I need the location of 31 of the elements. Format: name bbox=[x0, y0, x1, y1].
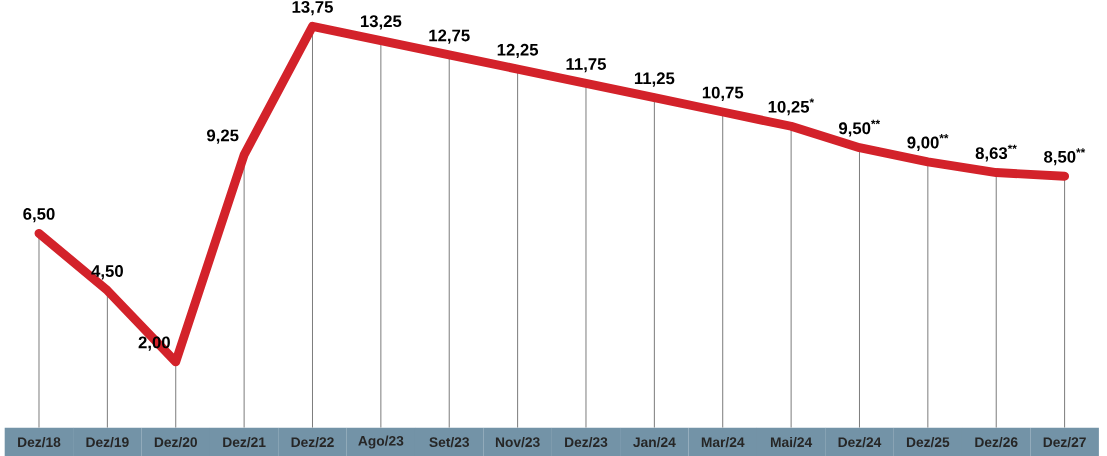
x-tick-label: Jan/24 bbox=[633, 436, 676, 447]
x-tick-label: Mai/24 bbox=[770, 436, 813, 447]
data-label: 10,75 bbox=[702, 86, 744, 101]
data-label: 11,75 bbox=[566, 58, 606, 73]
data-label: 13,25 bbox=[360, 15, 402, 30]
data-label: 9,25 bbox=[206, 129, 239, 144]
x-tick-label: Dez/18 bbox=[18, 436, 61, 447]
x-tick-label: Dez/23 bbox=[565, 436, 608, 447]
data-label: 9,00$^{**}$ bbox=[907, 133, 949, 151]
data-label: 12,25 bbox=[497, 43, 539, 58]
x-tick-label: Dez/21 bbox=[223, 436, 266, 447]
x-tick-label: Ago/23 bbox=[358, 435, 404, 449]
x-tick-label: Dez/25 bbox=[906, 436, 950, 447]
data-label: 11,25 bbox=[634, 72, 675, 87]
x-tick-label: Dez/26 bbox=[975, 436, 1018, 447]
x-tick-label: Dez/22 bbox=[291, 436, 334, 447]
data-label: 8,50$^{**}$ bbox=[1044, 148, 1086, 165]
x-tick-label: Mar/24 bbox=[701, 436, 745, 447]
x-tick-label: Dez/20 bbox=[154, 436, 197, 447]
x-tick-label: Set/23 bbox=[429, 436, 470, 447]
x-tick-label: Nov/23 bbox=[495, 436, 540, 447]
data-label: 9,50$^{**}$ bbox=[838, 119, 881, 137]
x-tick-label: Dez/24 bbox=[838, 436, 882, 447]
data-label: 10,25$^{*}$ bbox=[768, 98, 815, 116]
data-label: 13,75 bbox=[292, 0, 333, 16]
x-tick-label: Dez/27 bbox=[1043, 436, 1086, 447]
data-label: 12,75 bbox=[429, 29, 470, 44]
data-label: 6,50 bbox=[23, 207, 55, 223]
data-label: 8,63$^{**}$ bbox=[975, 144, 1017, 162]
x-tick-label: Dez/19 bbox=[86, 436, 129, 447]
data-label: 4,50 bbox=[91, 264, 123, 280]
